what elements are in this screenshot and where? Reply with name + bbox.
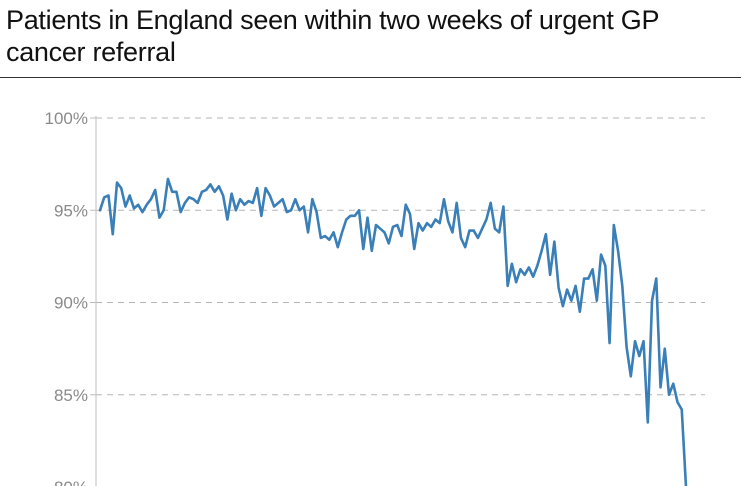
chart-title: Patients in England seen within two week… <box>6 5 659 67</box>
series-line-0 <box>98 177 688 486</box>
y-tick-label: 95% <box>54 201 88 220</box>
y-axis: 100% 95% 90% 85% 80% <box>45 109 97 486</box>
y-tick-label: 80% <box>54 478 88 486</box>
y-tick-label: 90% <box>54 294 88 313</box>
y-tick-label: 100% <box>45 109 88 128</box>
title-divider <box>0 77 741 78</box>
y-tick-label: 85% <box>54 386 88 405</box>
gridlines <box>96 117 705 396</box>
series-lines <box>98 177 688 486</box>
